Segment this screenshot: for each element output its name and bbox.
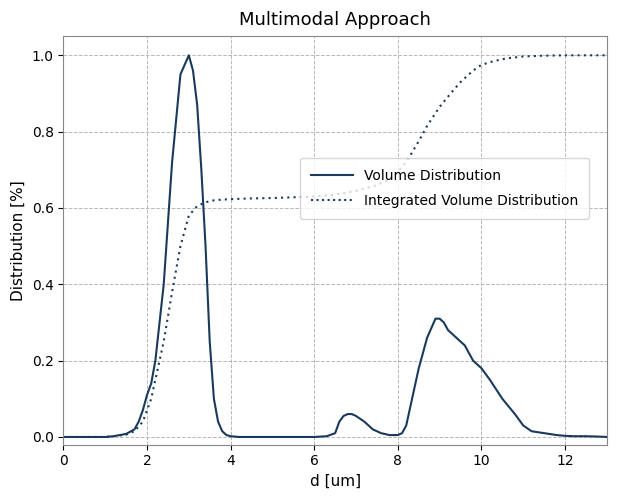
Integrated Volume Distribution [331, 192, 339, 198]
Integrated Volume Distribution [80, 434, 88, 440]
Title: Multimodal Approach: Multimodal Approach [239, 11, 431, 29]
Integrated Volume Distribution [373, 182, 381, 188]
Volume Distribution [131, 426, 138, 432]
Integrated Volume Distribution [449, 88, 456, 94]
Integrated Volume Distribution [227, 196, 234, 202]
Integrated Volume Distribution [470, 68, 477, 73]
Integrated Volume Distribution [394, 168, 402, 174]
Integrated Volume Distribution [490, 58, 497, 64]
Integrated Volume Distribution [290, 194, 297, 200]
Integrated Volume Distribution [168, 289, 176, 295]
Volume Distribution [227, 433, 234, 439]
Volume Distribution [185, 52, 193, 59]
Integrated Volume Distribution [248, 196, 255, 202]
Integrated Volume Distribution [603, 52, 611, 59]
Volume Distribution [369, 426, 376, 432]
Integrated Volume Distribution [110, 433, 117, 439]
Integrated Volume Distribution [520, 54, 527, 60]
Integrated Volume Distribution [122, 432, 130, 438]
Integrated Volume Distribution [310, 194, 318, 200]
Integrated Volume Distribution [415, 138, 423, 144]
Integrated Volume Distribution [402, 159, 410, 165]
Line: Integrated Volume Distribution: Integrated Volume Distribution [64, 56, 607, 437]
Volume Distribution [603, 434, 611, 440]
Integrated Volume Distribution [185, 212, 193, 218]
Integrated Volume Distribution [423, 123, 431, 129]
Integrated Volume Distribution [436, 104, 443, 110]
Integrated Volume Distribution [131, 428, 138, 434]
Integrated Volume Distribution [193, 203, 201, 209]
Integrated Volume Distribution [148, 396, 155, 402]
Y-axis label: Distribution [%]: Distribution [%] [11, 180, 26, 301]
Volume Distribution [222, 432, 230, 438]
Integrated Volume Distribution [561, 52, 569, 59]
Integrated Volume Distribution [60, 434, 67, 440]
Integrated Volume Distribution [386, 176, 393, 182]
Volume Distribution [60, 434, 67, 440]
X-axis label: d [um]: d [um] [310, 474, 361, 489]
Integrated Volume Distribution [143, 408, 151, 414]
Integrated Volume Distribution [139, 418, 146, 424]
Integrated Volume Distribution [457, 79, 464, 85]
Integrated Volume Distribution [219, 196, 226, 202]
Integrated Volume Distribution [478, 62, 485, 68]
Integrated Volume Distribution [269, 195, 276, 201]
Integrated Volume Distribution [101, 434, 109, 440]
Integrated Volume Distribution [352, 188, 360, 194]
Integrated Volume Distribution [202, 199, 210, 205]
Integrated Volume Distribution [177, 243, 184, 249]
Volume Distribution [177, 72, 184, 78]
Integrated Volume Distribution [210, 198, 218, 203]
Line: Volume Distribution: Volume Distribution [64, 56, 607, 437]
Integrated Volume Distribution [235, 196, 243, 202]
Legend: Volume Distribution, Integrated Volume Distribution: Volume Distribution, Integrated Volume D… [300, 158, 589, 219]
Integrated Volume Distribution [503, 56, 510, 62]
Integrated Volume Distribution [151, 376, 159, 382]
Integrated Volume Distribution [541, 52, 548, 59]
Volume Distribution [595, 434, 602, 440]
Integrated Volume Distribution [160, 338, 167, 344]
Integrated Volume Distribution [582, 52, 590, 59]
